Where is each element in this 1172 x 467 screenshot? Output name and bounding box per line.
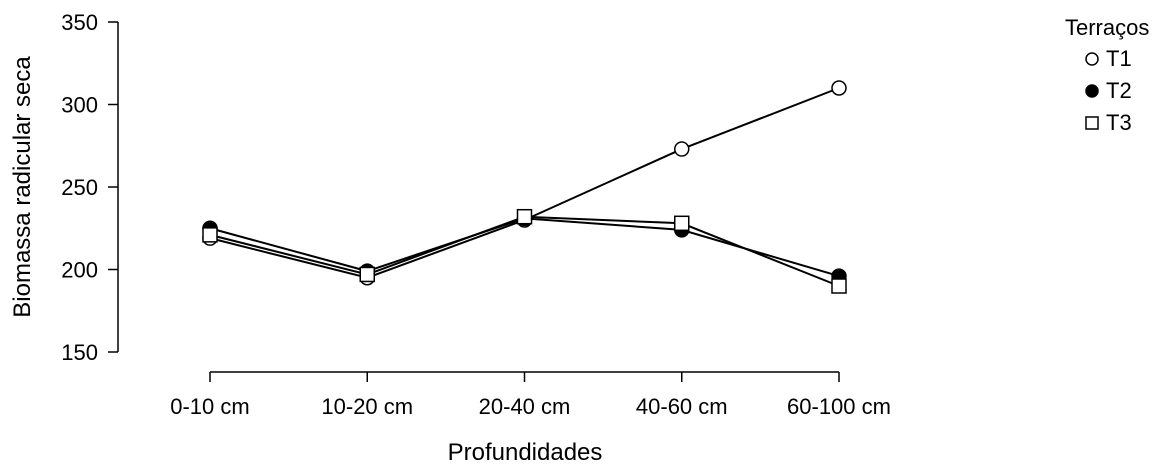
legend: Terraços T1 T2 T3 (1065, 15, 1149, 135)
data-point-t3 (359, 266, 375, 283)
legend-title: Terraços (1065, 15, 1149, 40)
x-tick-label: 60-100 cm (787, 394, 891, 419)
legend-label-t2: T2 (1106, 78, 1132, 103)
legend-label-t1: T1 (1106, 46, 1132, 71)
series-layer (202, 80, 847, 294)
y-tick-label: 350 (61, 10, 98, 35)
legend-marker-t1 (1085, 52, 1099, 66)
y-tick-label: 250 (61, 175, 98, 200)
x-axis: 0-10 cm 10-20 cm 20-40 cm 40-60 cm 60-100 cm (170, 371, 891, 419)
y-axis: 150 200 250 300 350 (61, 10, 119, 365)
x-tick-label: 10-20 cm (321, 394, 413, 419)
data-point-t3 (516, 208, 533, 225)
data-point-t3 (674, 215, 690, 232)
x-tick-label: 40-60 cm (636, 394, 728, 419)
legend-marker-t2 (1085, 84, 1099, 98)
y-tick-label: 150 (61, 340, 98, 365)
x-tick-label: 20-40 cm (479, 394, 571, 419)
legend-marker-t3 (1085, 116, 1099, 130)
data-point-t1 (674, 141, 690, 157)
data-point-t3 (202, 227, 218, 243)
y-tick-label: 200 (61, 258, 98, 283)
x-axis-title: Profundidades (448, 439, 603, 466)
legend-label-t3: T3 (1106, 110, 1132, 135)
data-point-t1 (831, 80, 847, 96)
y-tick-label: 300 (61, 93, 98, 118)
x-tick-label: 0-10 cm (170, 394, 249, 419)
data-point-t3 (831, 278, 847, 294)
y-axis-title: Biomassa radicular seca (9, 56, 36, 318)
